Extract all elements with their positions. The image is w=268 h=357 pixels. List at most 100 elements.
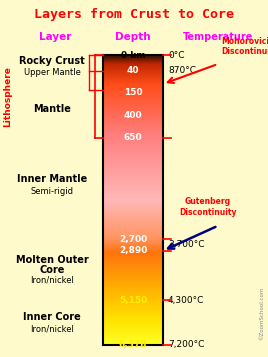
- Bar: [103, 135, 163, 136]
- Bar: [103, 180, 163, 181]
- Bar: [103, 280, 163, 281]
- Bar: [103, 88, 163, 89]
- Bar: [103, 122, 163, 123]
- Bar: [103, 129, 163, 130]
- Bar: [103, 138, 163, 139]
- Bar: [103, 154, 163, 155]
- Bar: [103, 127, 163, 128]
- Bar: [103, 344, 163, 345]
- Bar: [103, 161, 163, 162]
- Bar: [103, 322, 163, 323]
- Text: 6,378: 6,378: [119, 341, 147, 350]
- Text: 5,150: 5,150: [119, 296, 147, 305]
- Bar: [103, 86, 163, 87]
- Bar: [103, 99, 163, 100]
- Bar: [103, 303, 163, 304]
- Bar: [103, 307, 163, 308]
- Bar: [103, 101, 163, 102]
- Bar: [103, 118, 163, 119]
- Bar: [103, 82, 163, 83]
- Bar: [103, 116, 163, 117]
- Bar: [103, 204, 163, 205]
- Bar: [103, 66, 163, 67]
- Bar: [103, 254, 163, 255]
- Bar: [103, 112, 163, 113]
- Bar: [103, 230, 163, 231]
- Bar: [103, 61, 163, 62]
- Bar: [103, 246, 163, 247]
- Bar: [103, 203, 163, 204]
- Bar: [103, 92, 163, 93]
- Bar: [103, 213, 163, 214]
- Bar: [103, 287, 163, 288]
- Bar: [103, 199, 163, 200]
- Text: 0°C: 0°C: [168, 50, 184, 60]
- Text: 150: 150: [124, 88, 142, 97]
- Bar: [103, 228, 163, 229]
- Bar: [103, 179, 163, 180]
- Bar: [103, 79, 163, 80]
- Bar: [103, 121, 163, 122]
- Bar: [103, 227, 163, 228]
- Bar: [103, 198, 163, 199]
- Bar: [103, 208, 163, 209]
- Bar: [103, 282, 163, 283]
- Bar: [103, 247, 163, 248]
- Bar: [103, 320, 163, 321]
- Text: Layers from Crust to Core: Layers from Crust to Core: [34, 8, 234, 21]
- Bar: [103, 313, 163, 314]
- Bar: [103, 314, 163, 315]
- Bar: [103, 248, 163, 249]
- Bar: [103, 312, 163, 313]
- Bar: [103, 141, 163, 142]
- Bar: [103, 299, 163, 300]
- Bar: [103, 63, 163, 64]
- Bar: [103, 242, 163, 243]
- Bar: [103, 151, 163, 152]
- Bar: [103, 330, 163, 331]
- Bar: [103, 343, 163, 344]
- Bar: [103, 65, 163, 66]
- Bar: [103, 87, 163, 88]
- Bar: [103, 102, 163, 103]
- Bar: [103, 193, 163, 194]
- Bar: [103, 220, 163, 221]
- Bar: [103, 241, 163, 242]
- Bar: [103, 257, 163, 258]
- Bar: [103, 80, 163, 81]
- Bar: [103, 97, 163, 98]
- Bar: [103, 325, 163, 326]
- Text: 650: 650: [124, 133, 142, 142]
- Bar: [103, 140, 163, 141]
- Bar: [103, 139, 163, 140]
- Bar: [103, 331, 163, 332]
- Bar: [103, 294, 163, 295]
- Text: Mantle: Mantle: [33, 104, 71, 114]
- Bar: [103, 172, 163, 173]
- Text: Molten Outer: Molten Outer: [16, 255, 88, 265]
- Bar: [103, 341, 163, 342]
- Bar: [103, 240, 163, 241]
- Bar: [103, 201, 163, 202]
- Bar: [103, 272, 163, 273]
- Text: Mohorovicic
Discontinuity: Mohorovicic Discontinuity: [221, 37, 268, 56]
- Bar: [103, 78, 163, 79]
- Bar: [103, 176, 163, 177]
- Bar: [103, 327, 163, 328]
- Text: 7,200°C: 7,200°C: [168, 341, 204, 350]
- Bar: [103, 209, 163, 210]
- Bar: [103, 67, 163, 68]
- Bar: [103, 200, 163, 201]
- Bar: [103, 279, 163, 280]
- Bar: [103, 58, 163, 59]
- Bar: [103, 188, 163, 189]
- Bar: [103, 113, 163, 114]
- Bar: [103, 284, 163, 285]
- Bar: [103, 218, 163, 219]
- Bar: [103, 81, 163, 82]
- Bar: [103, 165, 163, 166]
- Text: 40: 40: [127, 66, 139, 75]
- Bar: [103, 264, 163, 265]
- Bar: [103, 222, 163, 223]
- Bar: [103, 91, 163, 92]
